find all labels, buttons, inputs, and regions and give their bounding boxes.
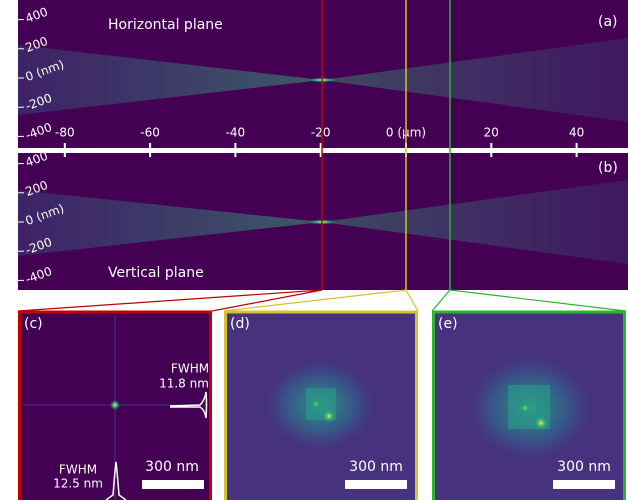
panel-label: (c)	[24, 316, 43, 332]
fwhm-label: FWHM	[59, 463, 97, 477]
scale-bar	[553, 480, 615, 489]
scale-bar-label: 300 nm	[145, 459, 199, 475]
scale-bar-label: 300 nm	[349, 459, 403, 475]
panel-e: (e) 300 nm	[434, 312, 625, 500]
x-tick-label: -80	[55, 126, 75, 140]
panel-label: (a)	[598, 14, 618, 30]
panel-label: (b)	[598, 160, 618, 176]
x-tick-label: 20	[484, 126, 499, 140]
x-tick-label: -20	[311, 126, 331, 140]
x-tick-label: -40	[226, 126, 246, 140]
x-tick-label: -60	[140, 126, 160, 140]
figure: -80-60-40-200 (μm)20404002000 (nm)-200-4…	[0, 0, 628, 500]
panel-label: (d)	[230, 316, 250, 332]
fwhm-value: 11.8 nm	[159, 377, 209, 391]
scale-bar	[345, 480, 407, 489]
panel-label: (e)	[438, 316, 458, 332]
fwhm-value: 12.5 nm	[53, 477, 103, 491]
scale-bar-label: 300 nm	[557, 459, 611, 475]
panel-title: Vertical plane	[108, 265, 204, 281]
panel-c: (c) FWHM 11.8 nm FWHM 12.5 nm 300 nm	[20, 312, 211, 500]
caustic-images	[18, 0, 628, 290]
panel-title: Horizontal plane	[108, 17, 223, 33]
x-tick-label: 40	[569, 126, 584, 140]
scale-bar	[142, 480, 204, 489]
fwhm-label: FWHM	[171, 362, 209, 376]
panel-d: (d) 300 nm	[226, 312, 417, 500]
